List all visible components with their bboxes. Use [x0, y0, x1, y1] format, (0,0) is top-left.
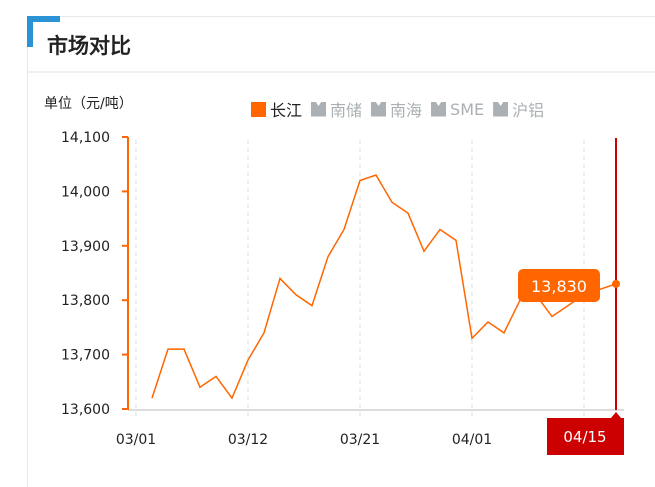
- legend-label: SME: [450, 99, 485, 119]
- legend-item[interactable]: 南储: [311, 97, 362, 121]
- chart-legend: 长江 南储 南海 SME 沪铝: [251, 97, 544, 121]
- cursor-date-label: 04/15: [563, 428, 606, 446]
- y-tick-label: 14,100: [61, 130, 110, 146]
- data-point-marker: [612, 279, 620, 288]
- legend-inactive-icon: [431, 101, 447, 117]
- page-title: 市场对比: [47, 34, 131, 58]
- legend-item[interactable]: SME: [431, 97, 484, 121]
- legend-item[interactable]: 沪铝: [493, 97, 544, 121]
- value-tooltip: [518, 269, 600, 302]
- market-compare-card: [27, 16, 655, 487]
- legend-item[interactable]: 南海: [371, 97, 422, 121]
- legend-inactive-icon: [493, 101, 509, 117]
- legend-label: 长江: [270, 101, 303, 120]
- divider: [28, 71, 655, 73]
- x-tick-label: 03/21: [340, 432, 380, 448]
- legend-label: 南海: [390, 101, 423, 120]
- tooltip-value: 13,830: [531, 277, 587, 296]
- x-tick-label: 04/01: [452, 432, 492, 448]
- unit-label: 单位（元/吨）: [44, 96, 133, 112]
- price-line-chart[interactable]: 13,600 13,700 13,800 13,900 14,000 14,100 03/0…: [0, 0, 655, 477]
- legend-label: 南储: [330, 101, 363, 120]
- cursor-date-badge: [547, 412, 624, 455]
- x-tick-label: 03/12: [228, 432, 268, 448]
- legend-label: 沪铝: [512, 101, 545, 120]
- x-tick-label: 03/01: [116, 432, 156, 448]
- legend-item[interactable]: 长江: [251, 97, 302, 121]
- accent-corner-v: [27, 16, 33, 47]
- y-tick-label: 13,800: [61, 293, 110, 309]
- y-tick-label: 13,600: [61, 402, 110, 418]
- legend-inactive-icon: [371, 101, 387, 117]
- accent-corner: [27, 16, 60, 22]
- legend-square-icon: [251, 101, 266, 117]
- y-tick-label: 14,000: [61, 184, 110, 200]
- y-tick-label: 13,900: [61, 239, 110, 255]
- y-tick-label: 13,700: [61, 348, 110, 364]
- legend-inactive-icon: [311, 101, 327, 117]
